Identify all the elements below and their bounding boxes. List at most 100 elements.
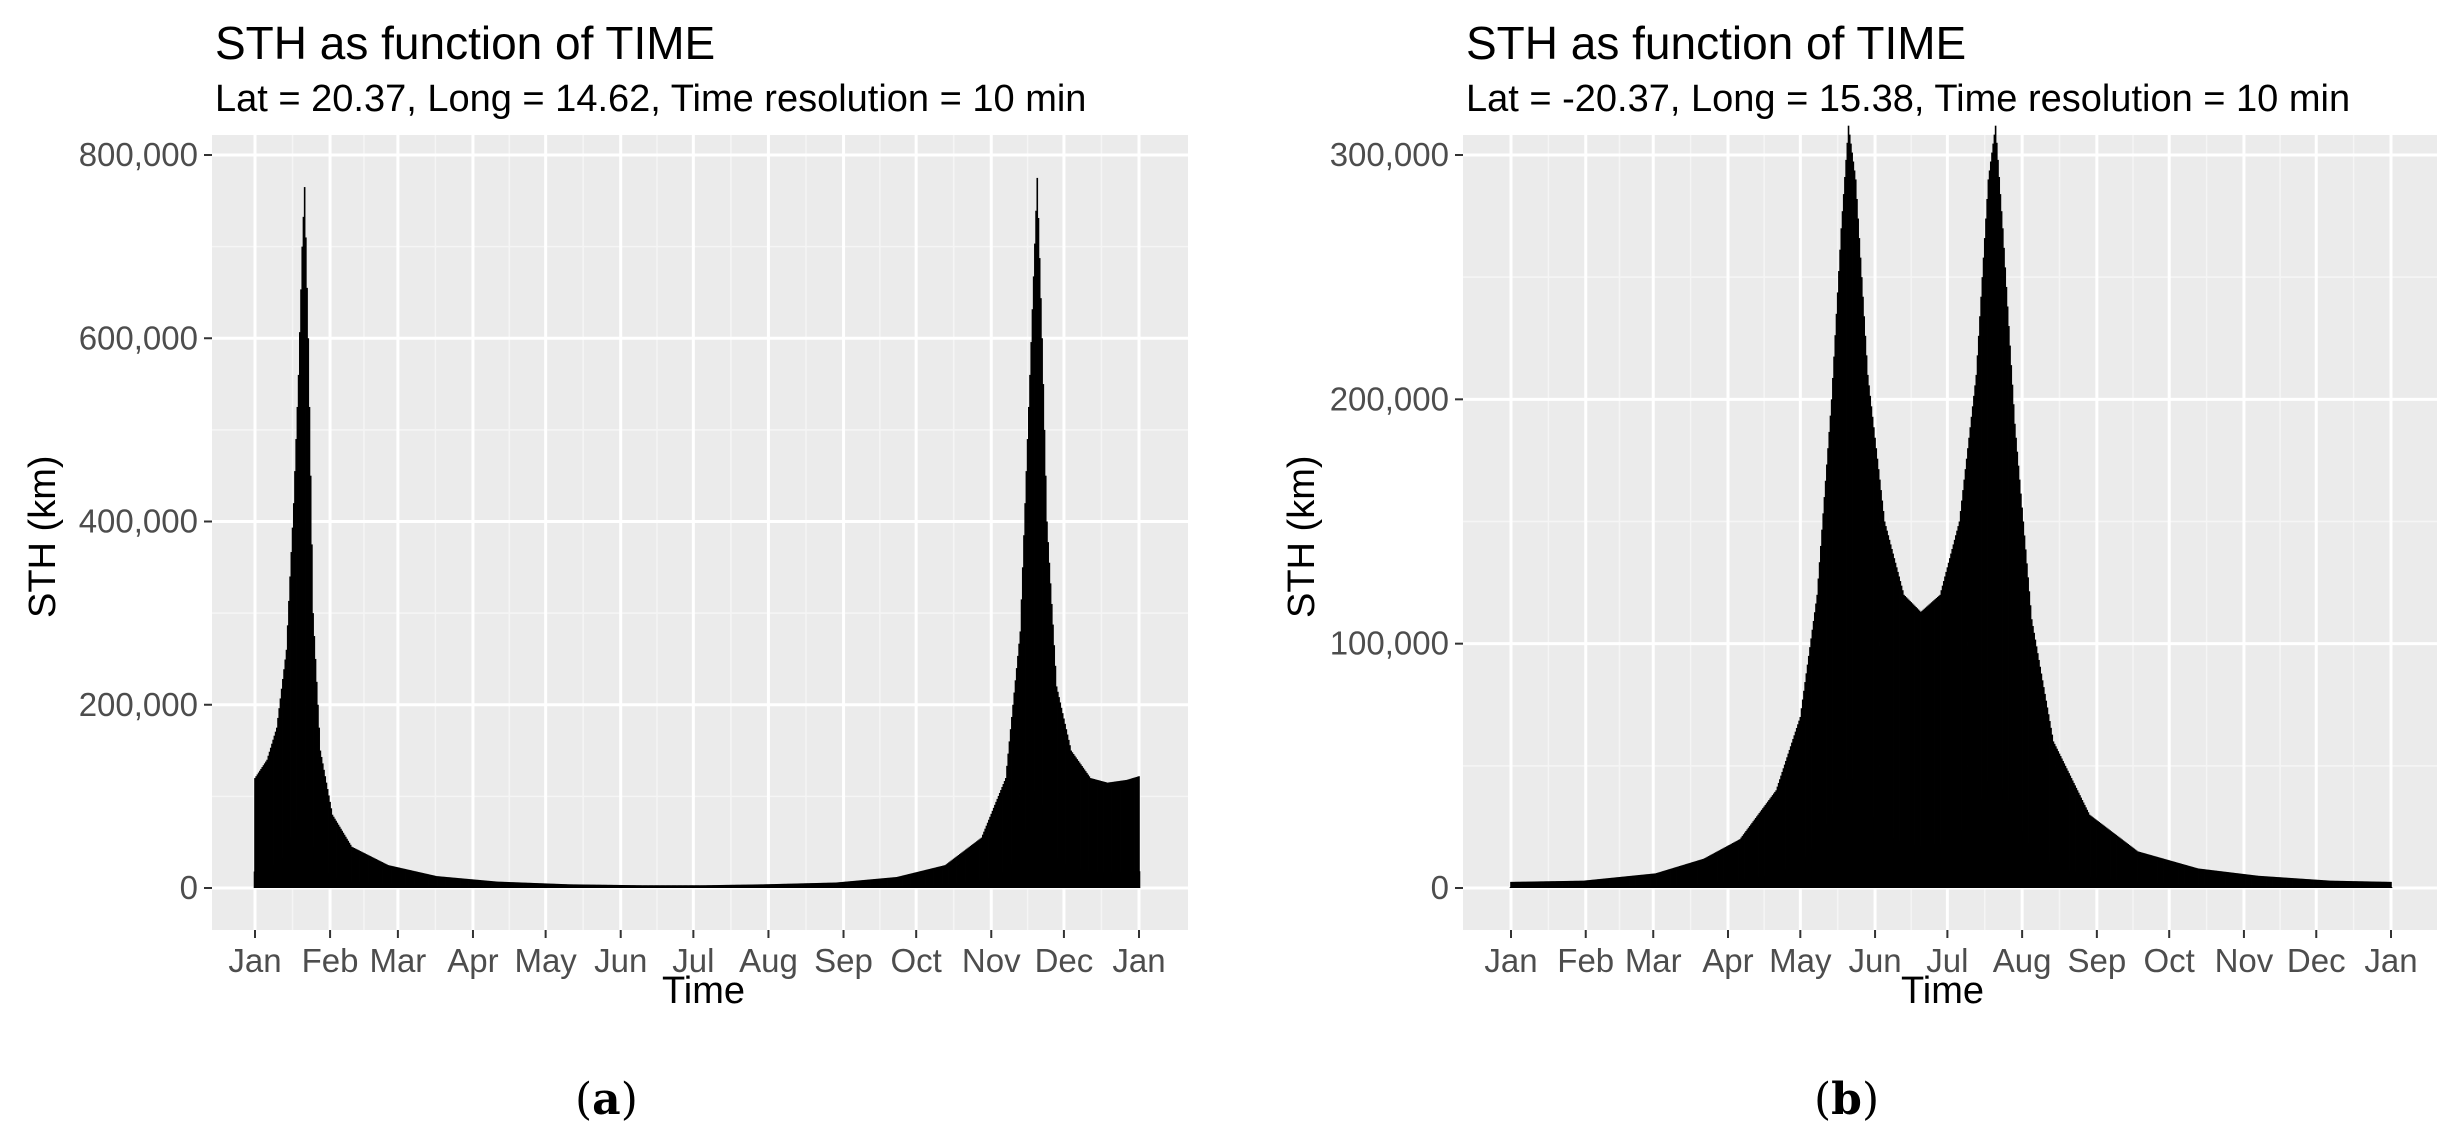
bar <box>2027 577 2029 888</box>
bar <box>1003 781 1006 888</box>
bar <box>2220 885 2224 888</box>
bar <box>1788 749 1791 888</box>
bar <box>366 854 369 888</box>
bar <box>898 876 901 888</box>
bar <box>583 887 586 888</box>
bar <box>788 883 790 888</box>
bar <box>1928 604 1931 888</box>
bar <box>348 881 351 888</box>
bar <box>1816 594 1818 888</box>
bar <box>2353 886 2357 888</box>
bar <box>1983 238 1986 888</box>
bar <box>340 828 342 888</box>
bar <box>411 870 414 888</box>
bar <box>1018 643 1020 888</box>
bar <box>1799 716 1802 888</box>
bar <box>1909 845 1913 888</box>
bar <box>2205 869 2208 888</box>
bar <box>1127 779 1129 888</box>
bar <box>1748 878 1751 888</box>
bar <box>1021 567 1024 888</box>
bar <box>553 883 555 888</box>
bar <box>1644 874 1646 888</box>
bar <box>900 886 903 888</box>
bar <box>1853 170 1856 889</box>
bar <box>445 876 448 888</box>
bar <box>483 880 485 888</box>
bar <box>2141 852 2144 888</box>
bar <box>586 884 588 888</box>
bar <box>1774 791 1776 888</box>
bar <box>1839 249 1841 888</box>
bar <box>2334 880 2337 888</box>
bar <box>417 871 420 888</box>
bar <box>260 869 264 888</box>
bar <box>1560 881 1563 888</box>
bar <box>635 885 638 888</box>
bar <box>1960 829 1964 888</box>
bar <box>2213 885 2217 888</box>
bar <box>655 885 657 888</box>
bar <box>1834 335 1837 889</box>
bar <box>2218 885 2222 888</box>
bar <box>2200 868 2203 888</box>
bar <box>1045 833 1049 888</box>
bar <box>1678 866 1681 888</box>
bar <box>458 878 461 888</box>
bar <box>1772 793 1775 888</box>
bar <box>793 883 795 888</box>
bar <box>659 885 662 888</box>
bar <box>717 885 720 888</box>
bar <box>1067 739 1070 888</box>
bar <box>566 884 569 888</box>
bar <box>1996 142 1998 889</box>
bar <box>370 856 373 888</box>
bar <box>269 747 272 888</box>
bar <box>2225 885 2229 888</box>
bar <box>1060 860 1063 888</box>
bar <box>2071 780 2074 888</box>
bar <box>345 836 347 888</box>
bar <box>2024 549 2027 888</box>
x-tick-label: Jan <box>1484 942 1537 979</box>
bar <box>2013 818 2017 888</box>
bar <box>1917 609 1920 888</box>
bar <box>2110 831 2113 888</box>
bar <box>721 884 724 888</box>
bar <box>1524 887 1527 888</box>
bar <box>2159 857 2162 888</box>
bar <box>623 885 626 888</box>
bar <box>912 885 916 888</box>
bar <box>273 735 276 888</box>
bar <box>2235 873 2238 888</box>
bar <box>784 883 787 888</box>
bar <box>1775 790 1778 888</box>
bar <box>1088 776 1091 888</box>
bar <box>424 873 427 888</box>
bar <box>1036 177 1039 888</box>
bar <box>610 884 612 888</box>
bar <box>1900 842 1903 888</box>
bar <box>1575 880 1577 888</box>
bar <box>1623 886 1626 888</box>
bar <box>2010 365 2013 888</box>
bar <box>294 471 296 888</box>
bar <box>1554 881 1557 888</box>
bar <box>1868 385 1870 888</box>
bar <box>1854 781 1858 888</box>
bar <box>2194 884 2198 888</box>
bar <box>2316 879 2319 888</box>
bar <box>1833 356 1835 888</box>
bar <box>1887 535 1890 888</box>
bar <box>917 871 920 888</box>
bar <box>335 820 337 888</box>
bar <box>478 886 482 888</box>
bar <box>289 576 291 888</box>
bar <box>873 879 875 888</box>
bar <box>790 883 793 888</box>
bar <box>888 886 891 888</box>
bar <box>871 879 874 888</box>
bar <box>554 887 557 888</box>
bar <box>316 860 320 888</box>
bar <box>1013 692 1016 888</box>
